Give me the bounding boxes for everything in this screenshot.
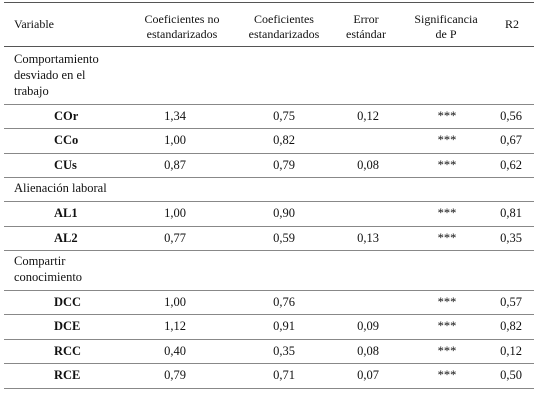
error-cell: 0,07 [357,368,379,383]
coef-std-cell: 0,71 [273,368,295,383]
error-cell: 0,13 [357,230,379,245]
coef-no-std-cell: 1,34 [164,109,186,123]
header-sig-line1: Significancia [414,12,478,26]
row-rule [4,128,534,129]
sig-cell: *** [437,319,457,334]
header-variable: Variable [14,17,54,31]
coef-no-std-cell: 0,77 [164,230,186,245]
coef-std-cell: 0,90 [273,206,295,221]
error-cell: 0,09 [357,319,379,334]
header-coef-std: Coeficientes estandarizados [238,12,330,42]
header-coef-std-line1: Coeficientes [254,12,314,26]
group-title: Comportamiento desviado en el trabajo [14,51,99,99]
row-rule [4,388,534,389]
coef-std-cell: 0,75 [273,109,295,123]
r2-cell: 0,12 [500,343,522,358]
variable-cell: CUs [54,157,77,172]
coef-std-cell: 0,91 [273,319,295,334]
header-coef-no-std-line1: Coeficientes no [144,12,220,26]
row-rule [4,201,534,203]
header-bottom-rule [4,46,534,47]
group-title-line: desviado en el [14,68,86,82]
r2-cell: 0,35 [500,230,522,245]
group-title-line: Compartir [14,254,66,268]
coef-no-std-cell: 0,40 [164,343,186,358]
error-cell: 0,12 [357,109,379,123]
table-top-rule [4,2,534,3]
sig-cell: *** [437,368,457,383]
sig-cell: *** [437,157,457,172]
sig-cell: *** [437,133,457,148]
coef-std-cell: 0,76 [273,295,295,309]
coef-std-cell: 0,35 [273,343,295,358]
header-sig-line2: de P [435,27,457,41]
row-rule [4,177,534,178]
variable-cell: RCC [54,343,82,358]
r2-cell: 0,81 [500,206,522,221]
group-title-line: Comportamiento [14,52,99,66]
row-rule [4,104,534,105]
r2-cell: 0,56 [500,109,522,123]
coef-no-std-cell: 1,00 [164,133,186,148]
r2-cell: 0,50 [500,368,522,383]
variable-cell: DCC [54,295,82,309]
sig-cell: *** [437,109,457,123]
group-title: Compartir conocimiento [14,253,82,285]
variable-cell: CCo [54,133,79,148]
row-rule [4,314,534,315]
r2-cell: 0,82 [500,319,522,334]
header-significance: Significancia de P [406,12,486,42]
coef-no-std-cell: 0,87 [164,157,186,172]
error-cell: 0,08 [357,343,379,358]
group-title: Alienación laboral [14,180,107,196]
sig-cell: *** [437,295,457,309]
header-r2: R2 [504,17,519,31]
variable-cell: COr [54,109,79,123]
row-rule [4,153,534,154]
coef-std-cell: 0,79 [273,157,295,172]
group-title-line: conocimiento [14,270,83,284]
r2-cell: 0,57 [500,295,522,309]
coef-no-std-cell: 1,12 [164,319,186,334]
sig-cell: *** [437,206,457,221]
coef-std-cell: 0,59 [273,230,295,245]
error-cell: 0,08 [357,157,379,172]
sig-cell: *** [437,230,457,245]
header-coef-no-std-line2: estandarizados [146,27,218,41]
variable-cell: AL2 [54,230,78,245]
header-error-line1: Error [353,12,379,26]
coef-std-cell: 0,82 [273,133,295,148]
variable-cell: DCE [54,319,81,334]
r2-cell: 0,62 [500,157,522,172]
group-title-line: Alienación laboral [14,181,107,196]
row-rule [4,339,534,340]
r2-cell: 0,67 [500,133,522,148]
group-title-line: trabajo [14,84,49,98]
header-error-line2: estándar [346,27,386,41]
header-error: Error estándar [336,12,396,42]
row-rule [4,363,534,364]
coef-no-std-cell: 1,00 [164,295,186,309]
coef-no-std-cell: 0,79 [164,368,186,383]
variable-cell: AL1 [54,206,78,221]
variable-cell: RCE [54,368,81,383]
row-rule [4,250,534,251]
row-rule [4,226,534,227]
sig-cell: *** [437,343,457,358]
row-rule [4,290,534,291]
header-coef-no-std: Coeficientes no estandarizados [128,12,236,42]
coef-no-std-cell: 1,00 [164,206,186,221]
header-coef-std-line2: estandarizados [248,27,320,41]
